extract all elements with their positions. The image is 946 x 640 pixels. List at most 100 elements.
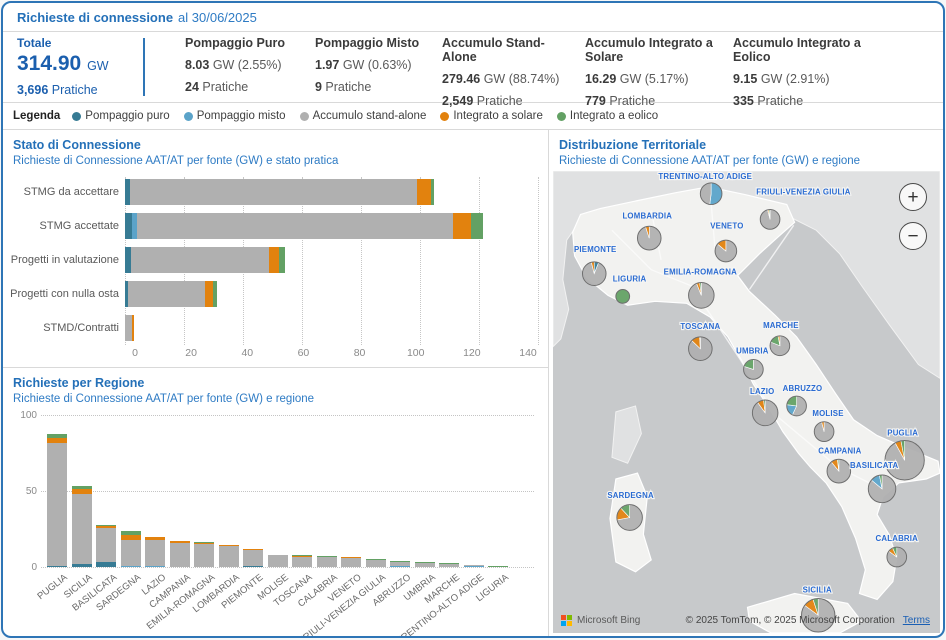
bar-segment-standalone[interactable] [243,549,263,566]
bar-segment-misto[interactable] [132,213,137,239]
stacked-bar-stmd-contratti[interactable] [125,315,538,341]
bar-segment-standalone[interactable] [316,557,337,567]
legend-item-solare[interactable]: Integrato a solare [440,110,543,122]
zoom-in-button[interactable]: + [899,183,927,211]
bar-segment-misto[interactable] [390,566,410,567]
stacked-bar-marche[interactable] [439,563,459,567]
stacked-bar-progetti-con-nulla-osta[interactable] [125,281,538,307]
region-pie-friuli-venezia-giulia[interactable] [759,209,781,230]
bar-segment-standalone[interactable] [130,179,417,205]
stacked-bar-piemonte[interactable] [243,548,263,567]
region-pie-umbria[interactable] [743,359,764,380]
bar-segment-eolico[interactable] [439,563,459,564]
region-pie-lombardia[interactable] [636,225,662,251]
stacked-bar-campania[interactable] [169,540,190,567]
bar-segment-standalone[interactable] [120,540,141,567]
bar-segment-standalone[interactable] [136,213,453,239]
stacked-bar-liguria[interactable] [488,566,508,567]
region-pie-molise[interactable] [813,421,835,442]
stacked-bar-toscana[interactable] [292,555,312,567]
bar-segment-eolico[interactable] [488,566,508,567]
zoom-out-button[interactable]: − [899,222,927,250]
bar-segment-eolico[interactable] [71,485,92,489]
bar-segment-eolico[interactable] [279,247,285,273]
stacked-bar-molise[interactable] [267,554,288,567]
stacked-bar-lombardia[interactable] [218,544,239,567]
stacked-bar-stmg-da-accettare[interactable] [125,179,538,205]
bar-segment-standalone[interactable] [463,564,484,566]
bar-segment-eolico[interactable] [390,560,410,563]
bar-segment-solare[interactable] [132,315,135,341]
bar-segment-eolico[interactable] [96,525,116,526]
region-pie-puglia[interactable] [884,440,925,481]
bar-segment-standalone[interactable] [292,556,312,567]
bar-segment-solare[interactable] [145,537,165,540]
region-pie-lazio[interactable] [751,399,779,427]
bar-segment-eolico[interactable] [414,562,435,564]
bar-segment-puro[interactable] [125,247,131,273]
stacked-bar-veneto[interactable] [341,556,361,567]
bar-segment-standalone[interactable] [390,562,410,567]
bar-segment-puro[interactable] [243,565,263,567]
region-pie-sardegna[interactable] [616,504,643,531]
region-pie-liguria[interactable] [615,288,631,304]
bar-segment-standalone[interactable] [439,563,459,567]
bar-segment-solare[interactable] [269,247,280,273]
bar-segment-solare[interactable] [341,556,361,559]
bar-segment-solare[interactable] [243,548,263,550]
bar-segment-puro[interactable] [71,563,92,567]
terms-link[interactable]: Terms [902,615,930,626]
stacked-bar-abruzzo[interactable] [390,560,410,567]
region-pie-trentino-alto-adige[interactable] [699,182,723,206]
region-pie-abruzzo[interactable] [786,395,807,417]
region-pie-veneto[interactable] [714,239,738,263]
bar-segment-puro[interactable] [125,179,130,205]
stacked-bar-basilicata[interactable] [96,525,116,567]
bar-segment-standalone[interactable] [218,546,239,567]
stacked-bar-trentino-alto-adige[interactable] [463,564,484,567]
bar-segment-puro[interactable] [125,213,133,239]
bar-segment-solare[interactable] [96,526,116,529]
bar-segment-standalone[interactable] [414,563,435,567]
bar-segment-standalone[interactable] [365,560,386,567]
legend-item-misto[interactable]: Pompaggio misto [183,110,286,122]
bar-segment-standalone[interactable] [267,555,288,567]
stacked-bar-calabria[interactable] [316,555,337,567]
bar-segment-eolico[interactable] [471,213,483,239]
region-pie-sicilia[interactable] [801,597,836,633]
bar-segment-solare[interactable] [120,535,141,541]
stacked-bar-umbria[interactable] [414,562,435,567]
stacked-bar-sardegna[interactable] [120,531,141,567]
bar-segment-solare[interactable] [452,213,472,239]
stacked-bar-friuli-venezia-giulia[interactable] [365,559,386,567]
bar-segment-solare[interactable] [267,554,288,556]
stacked-bar-emilia-romagna[interactable] [194,542,214,567]
italy-map[interactable]: TRENTINO-ALTO ADIGE FRIULI-VENEZIA GIULIA… [553,171,940,633]
bar-segment-standalone[interactable] [47,443,67,567]
bar-segment-standalone[interactable] [125,315,133,341]
bar-segment-solare[interactable] [316,556,337,558]
bar-segment-standalone[interactable] [96,528,116,563]
bar-segment-solare[interactable] [292,555,312,557]
bar-segment-puro[interactable] [96,562,116,567]
bar-segment-standalone[interactable] [71,494,92,564]
bar-segment-standalone[interactable] [341,558,361,567]
bar-segment-misto[interactable] [145,566,165,567]
bar-segment-puro[interactable] [125,281,128,307]
stacked-bar-progetti-in-valutazione[interactable] [125,247,538,273]
bar-segment-solare[interactable] [47,438,67,444]
bar-segment-solare[interactable] [169,541,190,544]
region-pie-toscana[interactable] [688,336,713,362]
legend-item-standalone[interactable]: Accumulo stand-alone [299,110,426,122]
region-pie-campania[interactable] [826,458,852,484]
bar-segment-solare[interactable] [194,542,214,544]
stacked-bar-lazio[interactable] [145,536,165,567]
bar-segment-eolico[interactable] [47,434,67,439]
region-pie-calabria[interactable] [886,546,908,568]
bar-segment-misto[interactable] [120,566,141,567]
region-pie-piemonte[interactable] [581,261,607,287]
bar-segment-standalone[interactable] [127,281,205,307]
bar-segment-solare[interactable] [71,488,92,495]
bar-segment-eolico[interactable] [212,281,217,307]
bar-segment-standalone[interactable] [130,247,270,273]
